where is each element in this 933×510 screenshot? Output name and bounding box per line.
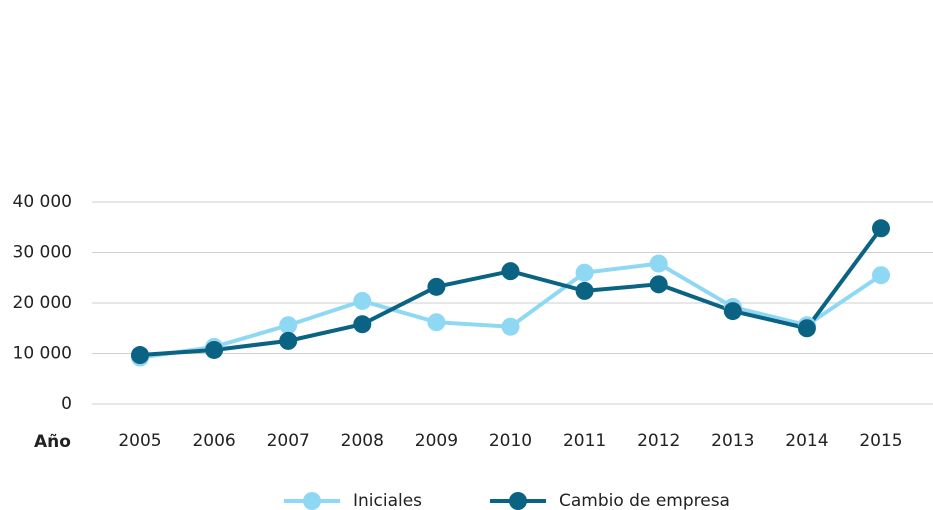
point [205, 340, 224, 359]
x-tick-label: 2006 [192, 431, 235, 451]
legend-label: Cambio de empresa [559, 491, 730, 510]
point [575, 263, 594, 282]
point [872, 219, 890, 238]
point [723, 302, 742, 321]
x-tick-label: 2005 [118, 431, 161, 451]
x-tick-label: 2011 [563, 431, 606, 451]
x-tick-label: 2007 [267, 431, 310, 451]
point [649, 254, 668, 273]
y-tick-label: 20 000 [13, 293, 72, 313]
x-tick-label: 2008 [341, 431, 384, 451]
x-tick-label: 2013 [711, 431, 754, 451]
point [427, 313, 446, 332]
y-tick-label: 40 000 [13, 192, 72, 212]
x-axis-label: Año [34, 432, 71, 452]
point [279, 331, 298, 350]
point [353, 291, 372, 310]
point [649, 275, 668, 294]
legend-label: Iniciales [353, 491, 422, 510]
legend-marker [303, 492, 321, 510]
point [279, 316, 298, 335]
y-tick-label: 30 000 [13, 243, 72, 263]
point [427, 277, 446, 296]
x-tick-label: 2009 [415, 431, 458, 451]
point [131, 346, 149, 365]
point [872, 266, 890, 285]
x-tick-label: 2010 [489, 431, 532, 451]
x-tick-label: 2014 [785, 431, 828, 451]
y-tick-label: 0 [61, 394, 72, 414]
point [501, 317, 520, 336]
x-tick-label: 2012 [637, 431, 680, 451]
point [353, 315, 372, 334]
point [501, 262, 520, 281]
point [575, 281, 594, 300]
x-tick-label: 2015 [859, 431, 902, 451]
legend-marker [509, 492, 527, 510]
point [797, 319, 816, 338]
y-tick-label: 10 000 [13, 344, 72, 364]
